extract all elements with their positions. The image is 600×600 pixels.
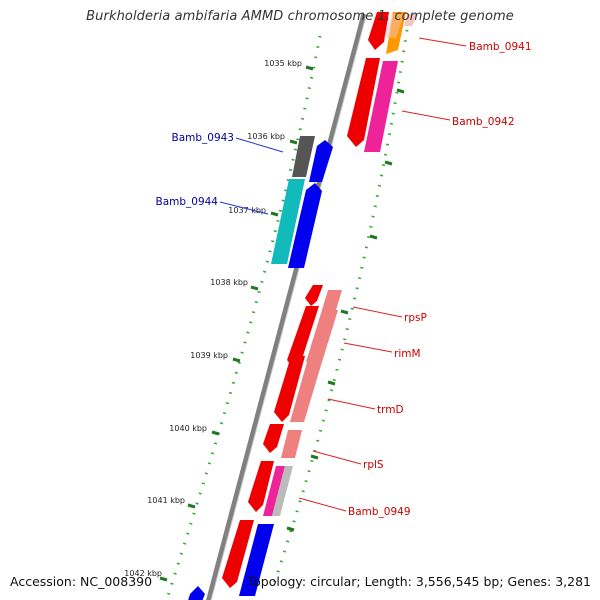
gene-label-rpls[interactable]: rplS [363,459,384,471]
chromosome-backbone [206,13,367,600]
gene-box-bamb_0943-grey[interactable] [292,136,315,177]
gene-arrow-bamb_0943-blue[interactable] [309,140,333,182]
chromosome-backbone-highlight [210,13,367,600]
gene-label-rpsp[interactable]: rpsP [404,312,427,324]
kbp-label-1037: 1037 kbp [228,206,266,215]
topology-text: Topology: circular; Length: 3,556,545 bp… [247,574,591,589]
gene-box-rpls-salmon[interactable] [281,430,302,458]
kbp-label-1035: 1035 kbp [264,59,302,68]
gene-box-rpsp-salmon[interactable] [322,290,342,310]
gene-label-rimm[interactable]: rimM [394,348,421,360]
map-title: Burkholderia ambifaria AMMD chromosome 1… [86,9,514,24]
gene-arrow-trmd-red[interactable] [274,356,305,422]
gene-label-trmd[interactable]: trmD [377,404,404,416]
inner-leader-lines [219,137,284,215]
gene-arrow-bamb_0941-red[interactable] [368,12,389,50]
gene-label-bamb_0941[interactable]: Bamb_0941 [469,41,532,53]
kbp-label-1036: 1036 kbp [247,132,285,141]
gene-box-lower-blue[interactable] [239,524,274,596]
gene-arrow-bamb_0949-red[interactable] [248,461,274,512]
gene-arrow-bottom-blue[interactable] [187,586,205,600]
inner-track-genes [187,136,333,600]
kbp-label-1041: 1041 kbp [147,496,185,505]
gene-arrow-rpsp-red[interactable] [305,285,323,306]
gene-arrow-rpls-red[interactable] [263,424,284,453]
gene-arrow-lower-red[interactable] [222,520,254,588]
inner-ruler-ticks [159,65,314,582]
gene-box-rimm-salmon[interactable] [306,310,338,362]
gene-label-bamb_0944[interactable]: Bamb_0944 [155,196,218,208]
outer-ruler [270,29,409,591]
gene-label-bamb_0942[interactable]: Bamb_0942 [452,116,515,128]
gene-box-trmd-salmon[interactable] [290,362,322,422]
gene-box-bamb_0944-cyan[interactable] [271,179,305,264]
gene-label-bamb_0943[interactable]: Bamb_0943 [171,132,234,144]
gene-arrow-bamb_0944-blue[interactable] [288,183,322,268]
gene-labels: Bamb_0941 Bamb_0942 rpsP rimM trmD rplS … [155,41,531,518]
gene-box-bamb_0941-pale[interactable] [384,14,404,38]
gene-box-bamb_0942-magenta[interactable] [364,61,398,152]
kbp-label-1040: 1040 kbp [169,424,207,433]
kbp-label-1042: 1042 kbp [124,569,162,578]
gene-box-bamb_0949-magenta[interactable] [263,466,285,516]
outer-leader-lines [298,37,467,512]
kbp-labels: 1035 kbp 1036 kbp 1037 kbp 1038 kbp 1039… [124,59,302,578]
accession-text: Accession: NC_008390 [10,574,153,589]
gene-arrow-rimm-red[interactable] [287,306,319,369]
gene-label-bamb_0949[interactable]: Bamb_0949 [348,506,411,518]
kbp-label-1038: 1038 kbp [210,278,248,287]
outer-ruler-ticks [286,88,405,532]
kbp-label-1039: 1039 kbp [190,351,228,360]
gene-box-bamb_0941-light[interactable] [404,14,418,26]
gene-arrow-bamb_0942-red[interactable] [347,58,380,147]
outer-track-genes [222,12,418,596]
gene-box-bamb_0949-grey[interactable] [272,466,293,516]
